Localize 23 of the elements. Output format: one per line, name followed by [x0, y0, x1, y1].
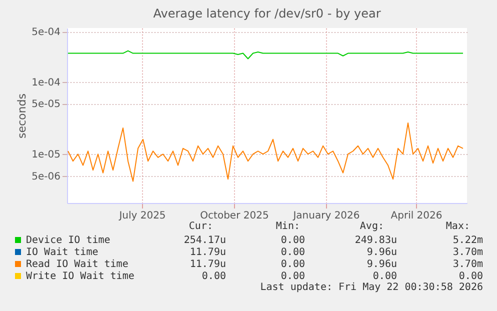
chart-title: Average latency for /dev/sr0 - by year — [153, 6, 381, 21]
text: Cur: Min: Avg: Max: — [188, 221, 470, 232]
text: 0.00 0.00 0.00 0.00 — [202, 271, 483, 282]
text: Last update: Fri May 22 00:30:58 2026 — [260, 282, 483, 293]
text: 254.17u 0.00 249.83u 5.22m — [184, 235, 483, 246]
text: 11.79u 0.00 9.96u 3.70m — [190, 247, 483, 258]
legend-label: Read IO Wait time — [26, 259, 128, 270]
x-tick-label: October 2025 — [200, 210, 269, 222]
legend-label: IO Wait time — [26, 247, 98, 258]
x-tick-label: April 2026 — [390, 210, 442, 222]
x-tick-label: July 2025 — [118, 210, 166, 222]
y-tick-label: 5e-05 — [32, 99, 60, 110]
y-tick-label: 5e-04 — [32, 27, 60, 38]
legend-label: Write IO Wait time — [26, 271, 134, 282]
y-tick-label: 1e-05 — [32, 150, 60, 161]
y-axis-title: seconds — [16, 93, 29, 138]
y-tick-label: 1e-04 — [32, 77, 60, 88]
line-series — [68, 50, 464, 60]
legend-label: Device IO time — [26, 235, 110, 246]
line-series — [68, 122, 464, 182]
text: 11.79u 0.00 9.96u 3.70m — [190, 259, 483, 270]
x-tick-label: January 2026 — [292, 210, 360, 222]
y-tick-label: 5e-06 — [32, 171, 60, 182]
